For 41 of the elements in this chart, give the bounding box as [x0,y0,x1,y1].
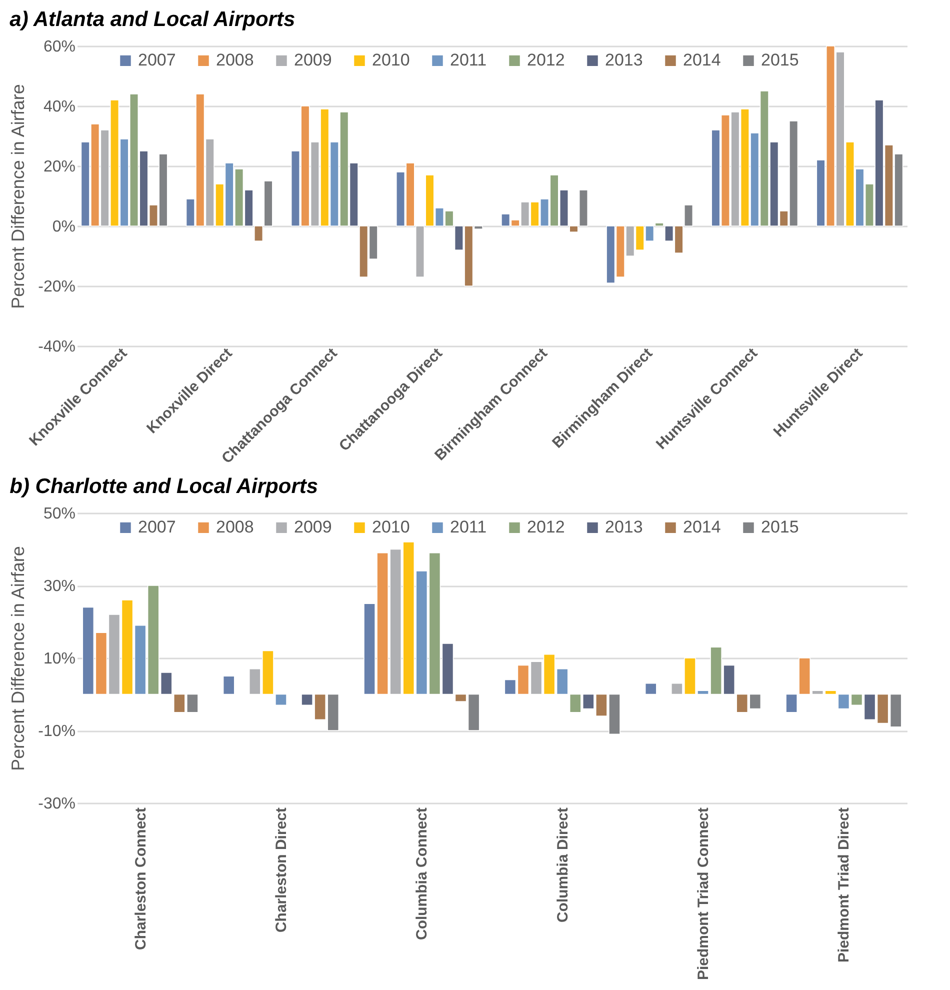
chart-title: b) Charlotte and Local Airports [10,475,318,498]
y-tick-label: -10% [38,723,76,740]
bar [644,682,657,695]
legend-label: 2014 [683,518,721,537]
y-tick-label: 20% [43,158,76,176]
legend-label: 2010 [372,50,410,70]
y-tick-label: 60% [43,38,76,56]
legend-label: 2013 [605,50,643,70]
x-tick-label: Charleston Connect [132,807,150,950]
y-tick-label: 50% [43,506,76,522]
x-tick-label: Columbia Connect [414,808,431,940]
legend-label: 2011 [450,518,487,537]
legend-label: 2008 [216,50,254,70]
legend-label: 2014 [683,50,721,70]
legend-label: 2015 [761,518,799,537]
y-tick-label: 0% [52,218,76,236]
legend-label: 2008 [216,518,254,537]
legend-label: 2011 [450,50,487,70]
y-tick-label: 40% [43,98,76,116]
y-tick-label: -20% [38,278,76,296]
chart-title: a) Atlanta and Local Airports [10,8,296,31]
legend-label: 2009 [294,50,332,70]
x-tick-label: Columbia Direct [554,808,572,923]
legend-label: 2012 [527,50,565,70]
x-tick-label: Charleston Direct [272,808,290,933]
bar [222,676,235,695]
x-tick-label: Piedmont Triad Direct [836,808,853,963]
legend-label: 2007 [138,518,176,537]
y-axis-title: Percent Difference in Airfare [8,546,28,771]
legend-label: 2013 [605,518,643,537]
y-tick-label: 30% [43,578,76,595]
y-tick-label: -30% [38,796,76,812]
y-axis-title: Percent Difference in Airfare [8,84,28,309]
legend-label: 2015 [761,50,799,70]
x-tick-label: Piedmont Triad Connect [695,807,712,980]
legend-label: 2012 [527,518,565,537]
legend-label: 2007 [138,50,176,70]
legend-label: 2010 [372,518,410,537]
y-tick-label: -40% [38,338,76,356]
y-tick-label: 10% [43,650,76,668]
legend-label: 2009 [294,518,332,537]
